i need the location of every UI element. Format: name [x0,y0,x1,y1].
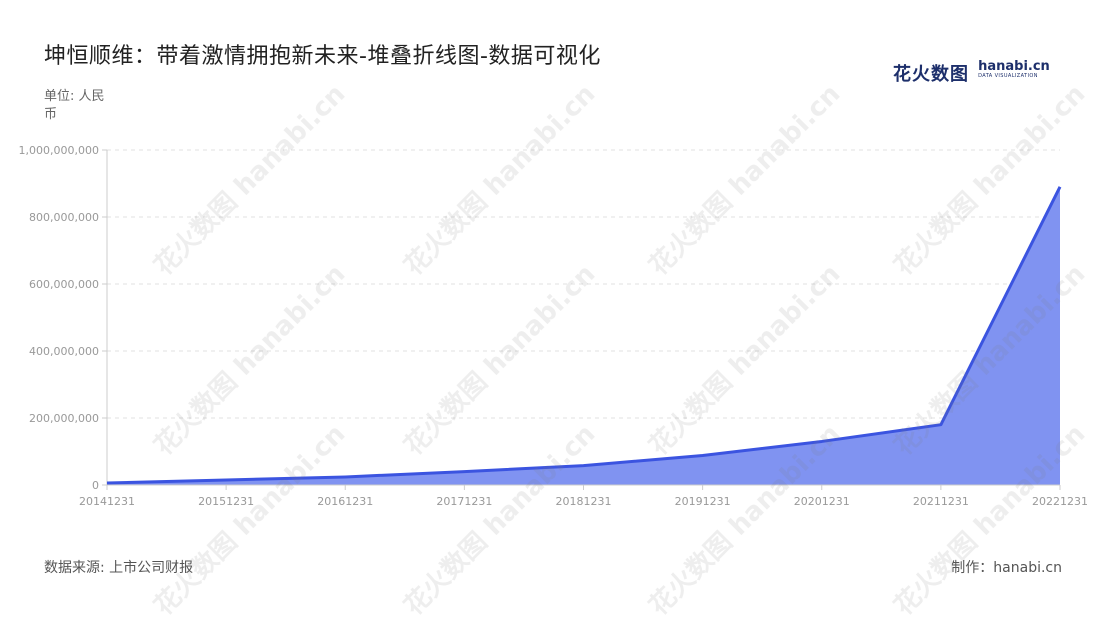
x-tick-label: 20211231 [913,495,969,508]
logo-en-text: hanabi.cn [978,59,1050,74]
x-tick-label: 20141231 [79,495,135,508]
x-tick-label: 20221231 [1032,495,1088,508]
y-tick-label: 400,000,000 [29,345,99,358]
x-tick-label: 20161231 [317,495,373,508]
brand-logo: 花火数图 hanabi.cn DATA VISUALIZATION [893,60,1050,86]
series-area [107,186,1060,485]
x-tick-label: 20181231 [556,495,612,508]
series-line [106,186,1062,485]
x-tick-label: 20171231 [436,495,492,508]
x-tick-label: 20191231 [675,495,731,508]
logo-en-subtext: DATA VISUALIZATION [978,73,1038,79]
x-tick-label: 20201231 [794,495,850,508]
x-tick-label: 20151231 [198,495,254,508]
data-source: 数据来源: 上市公司财报 [44,560,194,576]
unit-label: 单位: 人民币 [44,89,105,122]
y-tick-label: 200,000,000 [29,412,99,425]
logo-cn-text: 花火数图 [893,64,969,85]
y-tick-label: 1,000,000,000 [19,144,99,157]
chart-title: 坤恒顺维：带着激情拥抱新未来-堆叠折线图-数据可视化 [44,44,601,69]
y-tick-label: 600,000,000 [29,278,99,291]
y-tick-label: 800,000,000 [29,211,99,224]
credit-label: 制作：hanabi.cn [951,560,1062,576]
logo-en-block: hanabi.cn DATA VISUALIZATION [978,60,1050,80]
y-tick-label: 0 [92,479,99,492]
